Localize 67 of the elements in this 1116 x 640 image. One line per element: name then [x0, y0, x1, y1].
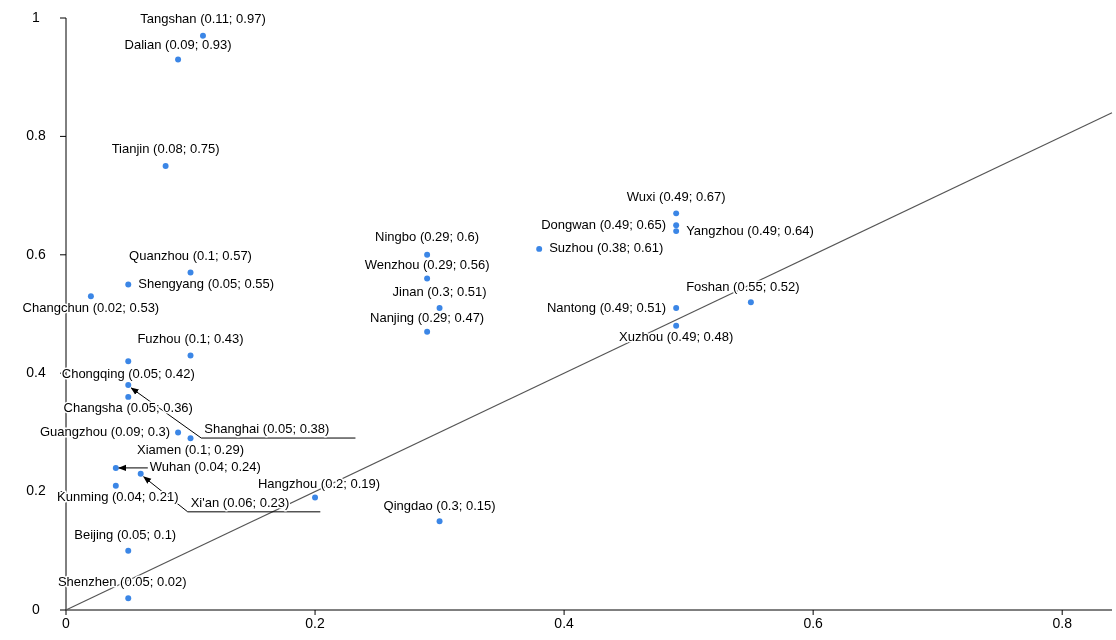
point: [187, 435, 194, 442]
x-tick-label: 0.8: [1052, 615, 1073, 631]
point: [199, 32, 206, 39]
point: [436, 305, 443, 312]
annotation: Xi'an (0.06; 0.23): [190, 495, 290, 511]
annotation: Dalian (0.09; 0.93): [124, 36, 232, 52]
y-tick-label: 0.8: [26, 127, 46, 144]
point: [162, 163, 169, 169]
y-tick-label: 1: [32, 8, 41, 25]
point: [175, 56, 182, 63]
point: [137, 470, 144, 477]
point: [175, 429, 182, 436]
annotation: Fuzhou (0.1; 0.43): [137, 330, 244, 346]
annotation: Wenzhou (0.29; 0.56): [364, 256, 490, 272]
annotation: Wuhan (0.04; 0.24): [149, 459, 261, 475]
annotation: Shengyang (0.05; 0.55): [138, 275, 275, 291]
annotation: Ningbo (0.29; 0.6): [375, 229, 480, 245]
y-tick-label: 0.4: [26, 363, 46, 380]
annotation: Changsha (0.05; 0.36): [63, 400, 193, 416]
y-tick-label: 0: [32, 600, 41, 617]
y-tick-label: 0.2: [26, 482, 46, 499]
annotation: Nanjing (0.29; 0.47): [370, 310, 485, 326]
point: [125, 281, 132, 288]
x-tick-label: 0: [62, 615, 71, 631]
annotation: Xiamen (0.1; 0.29): [137, 441, 244, 457]
annotation: Guangzhou (0.09; 0.3): [39, 423, 171, 439]
annotation: Suzhou (0.38; 0.61): [549, 240, 664, 256]
annotation: Jinan (0.3; 0.51): [392, 283, 487, 299]
x-tick-label: 0.6: [803, 615, 824, 631]
point: [125, 595, 132, 602]
point: [673, 322, 680, 329]
annotation: Nantong (0.49; 0.51): [546, 299, 667, 315]
x-tick-label: 0.4: [554, 615, 575, 631]
point: [125, 393, 132, 400]
annotation: Beijing (0.05; 0.1): [74, 527, 177, 543]
point: [673, 222, 680, 229]
point: [747, 299, 754, 306]
annotation: Wuxi (0.49; 0.67): [626, 188, 726, 204]
point: [673, 210, 680, 217]
annotation: Quanzhou (0.1; 0.57): [129, 248, 252, 263]
annotation: Shenzhen (0.05; 0.02): [57, 573, 187, 589]
annotation: Yangzhou (0.49; 0.64): [686, 222, 814, 238]
point: [112, 464, 119, 471]
point: [673, 228, 680, 235]
point: [187, 352, 194, 359]
point: [436, 518, 443, 525]
point: [87, 293, 94, 300]
point: [125, 547, 132, 554]
point: [673, 305, 680, 312]
annotation: Changchun (0.02; 0.53): [22, 299, 160, 315]
annotation: Chongqing (0.05; 0.42): [61, 365, 195, 381]
point: [112, 482, 119, 489]
point: [125, 358, 132, 365]
point: [424, 275, 431, 282]
point: [125, 382, 132, 389]
point: [424, 328, 431, 335]
point: [536, 245, 543, 252]
annotation: Qingdao (0.3; 0.15): [383, 497, 496, 513]
annotation: Tangshan (0.11; 0.97): [140, 11, 266, 27]
point: [187, 269, 194, 276]
x-tick-label: 0.2: [305, 615, 325, 631]
annotation: Dongwan (0.49; 0.65): [541, 216, 667, 232]
annotation: Tianjin (0.08; 0.75): [111, 141, 220, 157]
point: [312, 494, 319, 501]
point: [424, 251, 431, 258]
y-tick-label: 0.6: [26, 245, 46, 262]
annotation: Shanghai (0.05; 0.38): [204, 421, 330, 437]
